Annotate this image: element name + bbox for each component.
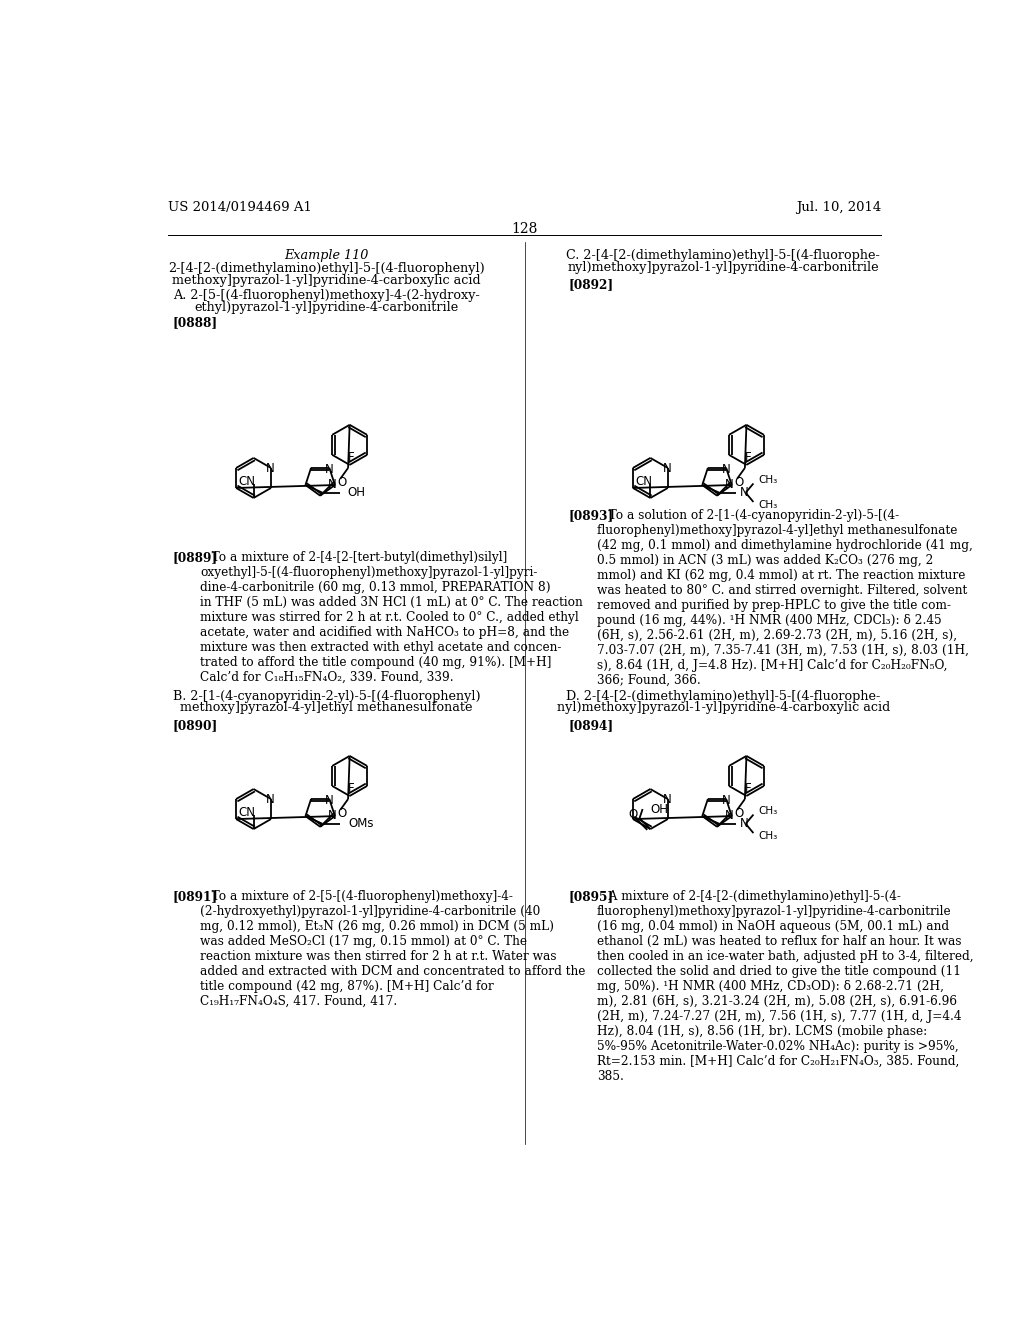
Text: N: N bbox=[329, 478, 337, 491]
Text: [0890]: [0890] bbox=[172, 719, 217, 733]
Text: nyl)methoxy]pyrazol-1-yl]pyridine-4-carboxylic acid: nyl)methoxy]pyrazol-1-yl]pyridine-4-carb… bbox=[557, 701, 890, 714]
Text: OH: OH bbox=[650, 803, 669, 816]
Text: [0892]: [0892] bbox=[569, 277, 614, 290]
Text: O: O bbox=[734, 477, 743, 490]
Text: O: O bbox=[337, 807, 346, 820]
Text: N: N bbox=[266, 462, 274, 475]
Text: To a mixture of 2-[5-[(4-fluorophenyl)methoxy]-4-
(2-hydroxyethyl)pyrazol-1-yl]p: To a mixture of 2-[5-[(4-fluorophenyl)me… bbox=[200, 890, 586, 1008]
Text: [0894]: [0894] bbox=[569, 719, 614, 733]
Text: Jul. 10, 2014: Jul. 10, 2014 bbox=[796, 201, 882, 214]
Text: OMs: OMs bbox=[349, 817, 375, 830]
Text: CH₃: CH₃ bbox=[758, 832, 777, 841]
Text: CN: CN bbox=[636, 474, 652, 487]
Text: N: N bbox=[740, 486, 749, 499]
Text: Example 110: Example 110 bbox=[285, 249, 369, 263]
Text: N: N bbox=[722, 793, 730, 807]
Text: N: N bbox=[329, 809, 337, 822]
Text: [0888]: [0888] bbox=[172, 317, 217, 329]
Text: CH₃: CH₃ bbox=[758, 807, 777, 817]
Text: O: O bbox=[337, 477, 346, 490]
Text: 2-[4-[2-(dimethylamino)ethyl]-5-[(4-fluorophenyl): 2-[4-[2-(dimethylamino)ethyl]-5-[(4-fluo… bbox=[168, 263, 484, 276]
Text: methoxy]pyrazol-1-yl]pyridine-4-carboxylic acid: methoxy]pyrazol-1-yl]pyridine-4-carboxyl… bbox=[172, 275, 480, 286]
Text: CH₃: CH₃ bbox=[758, 475, 777, 486]
Text: CN: CN bbox=[239, 805, 256, 818]
Text: [0893]: [0893] bbox=[569, 508, 614, 521]
Text: N: N bbox=[266, 793, 274, 807]
Text: To a solution of 2-[1-(4-cyanopyridin-2-yl)-5-[(4-
fluorophenyl)methoxy]pyrazol-: To a solution of 2-[1-(4-cyanopyridin-2-… bbox=[597, 508, 973, 686]
Text: To a mixture of 2-[4-[2-[tert-butyl(dimethyl)silyl]
oxyethyl]-5-[(4-fluorophenyl: To a mixture of 2-[4-[2-[tert-butyl(dime… bbox=[200, 552, 583, 684]
Text: ethyl)pyrazol-1-yl]pyridine-4-carbonitrile: ethyl)pyrazol-1-yl]pyridine-4-carbonitri… bbox=[195, 301, 459, 314]
Text: A. 2-[5-[(4-fluorophenyl)methoxy]-4-(2-hydroxy-: A. 2-[5-[(4-fluorophenyl)methoxy]-4-(2-h… bbox=[173, 289, 480, 302]
Text: [0891]: [0891] bbox=[172, 890, 217, 903]
Text: CN: CN bbox=[239, 474, 256, 487]
Text: methoxy]pyrazol-4-yl]ethyl methanesulfonate: methoxy]pyrazol-4-yl]ethyl methanesulfon… bbox=[180, 701, 473, 714]
Text: N: N bbox=[663, 462, 672, 475]
Text: O: O bbox=[734, 807, 743, 820]
Text: US 2014/0194469 A1: US 2014/0194469 A1 bbox=[168, 201, 312, 214]
Text: N: N bbox=[663, 793, 672, 807]
Text: N: N bbox=[740, 817, 749, 830]
Text: CH₃: CH₃ bbox=[758, 500, 777, 510]
Text: OH: OH bbox=[347, 486, 366, 499]
Text: F: F bbox=[744, 781, 752, 795]
Text: B. 2-[1-(4-cyanopyridin-2-yl)-5-[(4-fluorophenyl): B. 2-[1-(4-cyanopyridin-2-yl)-5-[(4-fluo… bbox=[173, 689, 480, 702]
Text: N: N bbox=[325, 793, 334, 807]
Text: [0889]: [0889] bbox=[172, 552, 217, 564]
Text: F: F bbox=[744, 450, 752, 463]
Text: N: N bbox=[722, 463, 730, 475]
Text: F: F bbox=[348, 450, 354, 463]
Text: A mixture of 2-[4-[2-(dimethylamino)ethyl]-5-(4-
fluorophenyl)methoxy]pyrazol-1-: A mixture of 2-[4-[2-(dimethylamino)ethy… bbox=[597, 890, 974, 1082]
Text: D. 2-[4-[2-(dimethylamino)ethyl]-5-[(4-fluorophe-: D. 2-[4-[2-(dimethylamino)ethyl]-5-[(4-f… bbox=[566, 689, 881, 702]
Text: N: N bbox=[725, 809, 734, 822]
Text: N: N bbox=[725, 478, 734, 491]
Text: 128: 128 bbox=[512, 222, 538, 235]
Text: [0895]: [0895] bbox=[569, 890, 614, 903]
Text: O: O bbox=[629, 808, 638, 821]
Text: F: F bbox=[348, 781, 354, 795]
Text: nyl)methoxy]pyrazol-1-yl]pyridine-4-carbonitrile: nyl)methoxy]pyrazol-1-yl]pyridine-4-carb… bbox=[567, 261, 879, 273]
Text: C. 2-[4-[2-(dimethylamino)ethyl]-5-[(4-fluorophe-: C. 2-[4-[2-(dimethylamino)ethyl]-5-[(4-f… bbox=[566, 249, 880, 263]
Text: N: N bbox=[325, 463, 334, 475]
